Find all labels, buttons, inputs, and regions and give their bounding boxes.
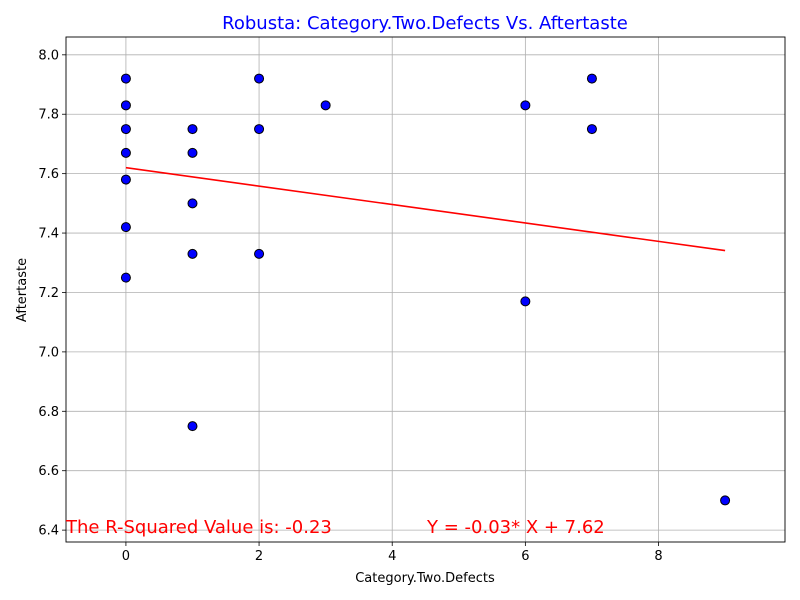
axes: [65, 36, 786, 543]
equation-annotation: Y = -0.03* X + 7.62: [426, 517, 605, 538]
plot-frame: [65, 36, 786, 543]
x-tick-label: 6: [521, 549, 529, 564]
data-point: [586, 73, 597, 84]
data-point: [520, 296, 531, 307]
data-point: [120, 272, 131, 283]
y-tick-label: 7.4: [38, 227, 59, 242]
x-tick-label: 4: [388, 549, 396, 564]
data-point: [187, 421, 198, 432]
data-point: [187, 124, 198, 135]
data-point: [187, 248, 198, 259]
chart-title: Robusta: Category.Two.Defects Vs. Aftert…: [222, 13, 628, 34]
data-point: [254, 73, 265, 84]
y-tick-label: 6.4: [38, 524, 59, 539]
data-point: [120, 222, 131, 233]
ticks: 0 2 4 6 8 6.4 6.6 6.8 7.0 7.2 7.4 7.6 7.8 8.0: [38, 48, 662, 564]
data-point: [120, 174, 131, 185]
y-tick-label: 6.8: [38, 405, 59, 420]
data-point: [120, 124, 131, 135]
x-tick-label: 0: [122, 549, 130, 564]
regression-line: [125, 166, 726, 252]
data-point: [120, 100, 131, 111]
data-point: [254, 124, 265, 135]
points-layer: [120, 73, 731, 506]
x-axis-label: Category.Two.Defects: [355, 571, 495, 586]
data-point: [520, 100, 531, 111]
data-point: [187, 147, 198, 158]
data-point: [720, 495, 731, 506]
regression-layer: [125, 166, 726, 252]
y-tick-label: 7.6: [38, 167, 59, 182]
y-tick-label: 7.2: [38, 286, 59, 301]
data-point: [187, 198, 198, 209]
data-point: [320, 100, 331, 111]
y-tick-label: 6.6: [38, 464, 59, 479]
data-point: [586, 124, 597, 135]
x-tick-label: 8: [654, 549, 662, 564]
y-tick-label: 7.8: [38, 108, 59, 123]
data-point: [120, 73, 131, 84]
x-tick-label: 2: [255, 549, 263, 564]
y-axis-label: Aftertaste: [15, 258, 30, 322]
y-tick-label: 7.0: [38, 345, 59, 360]
data-point: [120, 147, 131, 158]
data-point: [254, 248, 265, 259]
r-squared-annotation: The R-Squared Value is: -0.23: [65, 517, 332, 538]
grid: [66, 37, 785, 542]
y-tick-label: 8.0: [38, 48, 59, 63]
